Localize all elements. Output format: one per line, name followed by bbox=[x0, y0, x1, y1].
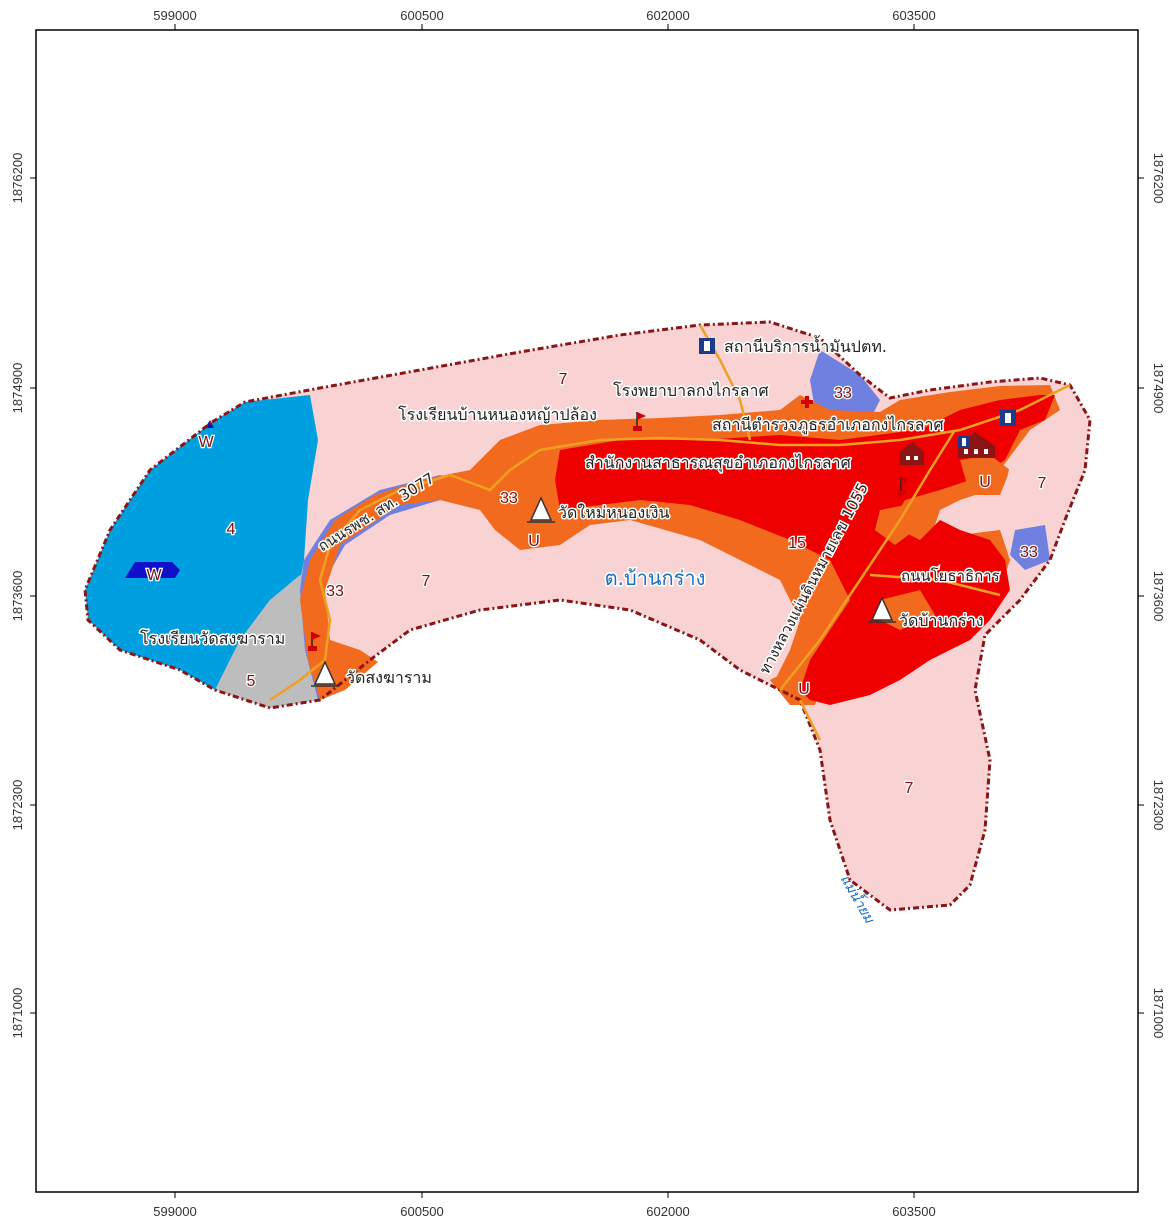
zone-label-4: 4 bbox=[227, 521, 236, 538]
zone-33-area-east bbox=[1010, 525, 1050, 570]
district-boundary bbox=[83, 320, 1092, 912]
x-tick-bottom-2: 600500 bbox=[400, 1204, 443, 1219]
zone-4-area bbox=[85, 395, 318, 690]
zone-33-area-north bbox=[810, 350, 880, 425]
school-flag-icon-east bbox=[897, 477, 910, 495]
y-tick-right-3: 1873600 bbox=[1151, 571, 1166, 622]
temple-icon-wat-mai bbox=[527, 496, 555, 523]
zone-label-33-north: 33 bbox=[834, 385, 852, 402]
y-tick-right-2: 1874900 bbox=[1151, 363, 1166, 414]
zone-u-patch-3 bbox=[960, 455, 1010, 495]
y-tick-left-1: 1876200 bbox=[10, 153, 25, 204]
school-flag-icon-nong bbox=[633, 412, 646, 431]
x-tick-bottom-1: 599000 bbox=[153, 1204, 196, 1219]
road-network bbox=[269, 324, 1071, 741]
y-tick-right-5: 1871000 bbox=[1151, 988, 1166, 1039]
gas-station-icon-east-2 bbox=[958, 436, 970, 448]
wat-ban-label: วัดบ้านกร่าง bbox=[899, 611, 984, 630]
y-tick-left-2: 1874900 bbox=[10, 363, 25, 414]
school-wat-label: โรงเรียนวัดสงฆาราม bbox=[140, 629, 285, 648]
zone-label-33-west: 33 bbox=[326, 583, 344, 600]
place-name-label: ต.บ้านกร่าง bbox=[605, 566, 706, 590]
zone-label-7-east: 7 bbox=[1038, 475, 1047, 492]
zone-label-7-north: 7 bbox=[559, 371, 568, 388]
road-yotha-label: ถนนโยธาธิการ bbox=[901, 567, 1000, 585]
zone-label-33-east: 33 bbox=[1020, 544, 1038, 561]
school-nong-label: โรงเรียนบ้านหนองหญ้าปล้อง bbox=[398, 405, 597, 424]
gas-station-icon-east bbox=[1000, 410, 1016, 426]
x-tick-top-2: 600500 bbox=[400, 8, 443, 23]
gas-station-icon bbox=[699, 338, 715, 354]
hospital-icon bbox=[801, 396, 813, 408]
zone-label-7-south: 7 bbox=[905, 780, 914, 797]
wat-song-label: วัดสงฆาราม bbox=[346, 668, 432, 687]
zone-label-5: 5 bbox=[247, 673, 256, 690]
police-building-icon bbox=[900, 442, 924, 465]
x-tick-top-4: 603500 bbox=[892, 8, 935, 23]
y-tick-left-3: 1873600 bbox=[10, 571, 25, 622]
y-tick-left-4: 1872300 bbox=[10, 780, 25, 831]
school-flag-icon-wat bbox=[308, 632, 321, 651]
police-label: สถานีตำรวจภูธรอำเภอกงไกรลาศ bbox=[712, 415, 944, 435]
zone-label-w-north: W bbox=[198, 434, 214, 451]
zone-u-patch-2 bbox=[880, 590, 935, 630]
zone-label-7-mid: 7 bbox=[422, 573, 431, 590]
x-tick-bottom-3: 602000 bbox=[646, 1204, 689, 1219]
zone-7-patch-east bbox=[1000, 440, 1080, 525]
zone-label-w-lake: W bbox=[146, 567, 162, 584]
zone-label-u-south: U bbox=[798, 681, 810, 698]
zone-label-u-mid: U bbox=[528, 533, 540, 550]
y-tick-right-4: 1872300 bbox=[1151, 780, 1166, 831]
zone-u-patch-1 bbox=[875, 505, 915, 545]
water-lake bbox=[125, 562, 180, 578]
zone-label-33-mid: 33 bbox=[500, 490, 518, 507]
y-tick-left-5: 1871000 bbox=[10, 988, 25, 1039]
tick-marks bbox=[30, 24, 1144, 1198]
gas-station-label: สถานีบริการน้ำมันปตท. bbox=[724, 335, 887, 356]
hospital-label: โรงพยาบาลกงไกรลาศ bbox=[613, 381, 769, 400]
x-tick-top-3: 602000 bbox=[646, 8, 689, 23]
health-office-label: สำนักงานสาธารณสุขอำเภอกงไกรลาศ bbox=[585, 453, 851, 473]
zone-label-u-east: U bbox=[979, 474, 991, 491]
wat-mai-label: วัดใหม่หนองเงิน bbox=[558, 503, 669, 522]
x-tick-bottom-4: 603500 bbox=[892, 1204, 935, 1219]
zone-15-area bbox=[555, 395, 1055, 705]
y-tick-right-1: 1876200 bbox=[1151, 153, 1166, 204]
zone-label-15: 15 bbox=[788, 535, 806, 552]
x-tick-top-1: 599000 bbox=[153, 8, 196, 23]
temple-icon-wat-ban bbox=[868, 596, 896, 623]
temple-icon-wat-song bbox=[311, 660, 339, 687]
